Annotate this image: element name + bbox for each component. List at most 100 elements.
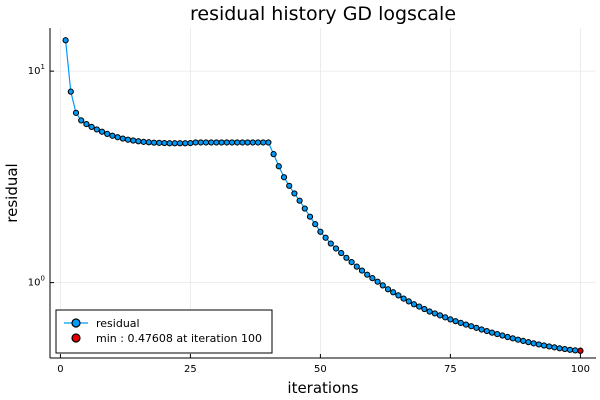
ticks: 0 25 50 75 100 100 101 [28, 63, 590, 375]
data-point [265, 139, 272, 146]
series [62, 37, 584, 354]
data-point [369, 275, 376, 282]
chart-title: residual history GD logscale [190, 3, 456, 25]
data-point [348, 259, 355, 266]
data-point [556, 345, 563, 352]
legend: residual min : 0.47608 at iteration 100 [55, 309, 273, 354]
data-point [161, 139, 168, 147]
data-point [332, 245, 340, 252]
data-point [421, 305, 428, 313]
data-point [405, 298, 412, 305]
x-tick-label: 75 [444, 364, 457, 375]
data-point [140, 138, 147, 145]
y-axis-label: residual [3, 163, 21, 222]
data-point [322, 234, 329, 241]
data-point [494, 330, 501, 338]
data-point [395, 292, 402, 299]
data-point [306, 213, 314, 220]
data-point [535, 341, 542, 348]
data-point [260, 139, 267, 146]
data-point [114, 134, 121, 141]
data-point [525, 339, 532, 346]
data-point [364, 271, 371, 278]
data-point [400, 295, 407, 302]
data-point [130, 137, 137, 144]
data-point [291, 190, 298, 197]
data-point [72, 109, 80, 116]
data-point [312, 221, 319, 228]
x-tick-label: 50 [314, 364, 327, 375]
data-point [296, 197, 303, 204]
data-point [156, 139, 163, 146]
data-point [551, 344, 558, 351]
data-point [504, 333, 511, 341]
data-point [239, 139, 246, 146]
data-point [197, 139, 204, 146]
data-point [208, 139, 215, 146]
legend-box [55, 309, 273, 354]
data-point [254, 139, 262, 146]
legend-label-residual: residual [96, 317, 140, 330]
data-point [546, 343, 553, 350]
data-point [374, 278, 381, 285]
data-point [488, 329, 496, 336]
data-point [572, 347, 579, 354]
min-point [577, 347, 584, 354]
data-point [67, 88, 74, 95]
data-point [514, 336, 522, 343]
x-tick-label: 25 [184, 364, 197, 375]
data-point [379, 282, 386, 289]
data-point [327, 240, 334, 247]
data-point [343, 254, 350, 261]
data-point [462, 321, 470, 328]
data-point [317, 228, 324, 235]
data-point [150, 139, 158, 146]
data-point [530, 340, 537, 347]
data-point [416, 303, 423, 310]
data-point [280, 174, 288, 181]
data-point [301, 205, 308, 212]
data-point [286, 182, 293, 189]
data-point [540, 342, 548, 349]
y-tick-label: 100 [28, 275, 45, 289]
data-point [176, 140, 184, 147]
data-point [426, 308, 433, 315]
data-point [109, 132, 116, 139]
data-point [104, 130, 111, 137]
data-point [447, 316, 454, 323]
data-point [468, 323, 475, 330]
data-point [473, 324, 480, 331]
legend-marker-residual [71, 318, 81, 328]
data-point [566, 346, 574, 353]
data-point [83, 120, 90, 128]
data-point [410, 301, 418, 308]
axes [49, 28, 596, 359]
data-point [202, 139, 210, 146]
data-point [452, 318, 459, 325]
data-point [98, 128, 106, 135]
data-point [457, 319, 464, 326]
data-point [270, 151, 277, 158]
x-axis-label: iterations [287, 379, 358, 397]
data-point [192, 139, 199, 146]
data-point [88, 123, 95, 131]
data-point [119, 135, 126, 142]
y-tick-label: 101 [28, 63, 45, 77]
data-point [218, 139, 225, 146]
data-point [234, 139, 241, 146]
data-point [166, 140, 173, 147]
data-point [213, 139, 220, 146]
data-point [135, 138, 142, 145]
data-point [62, 37, 69, 44]
data-point [431, 310, 438, 317]
data-point [358, 267, 366, 274]
grid [50, 28, 596, 358]
data-point [478, 326, 485, 333]
series-line-0 [65, 40, 581, 352]
data-point [187, 139, 194, 147]
data-point [390, 289, 397, 296]
data-point [561, 345, 568, 353]
data-point [244, 139, 251, 146]
